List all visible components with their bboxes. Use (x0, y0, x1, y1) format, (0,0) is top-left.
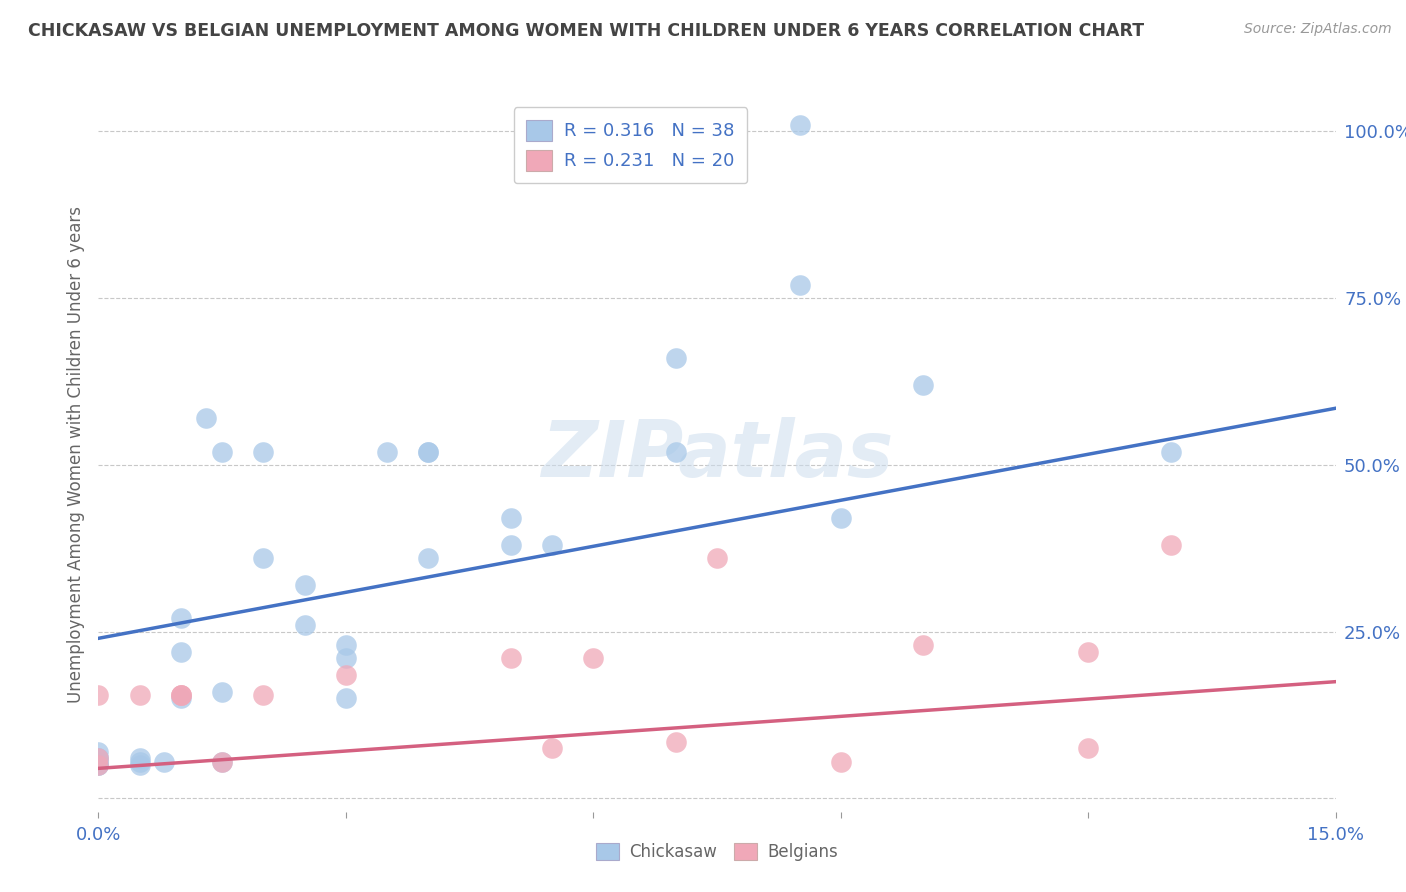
Text: CHICKASAW VS BELGIAN UNEMPLOYMENT AMONG WOMEN WITH CHILDREN UNDER 6 YEARS CORREL: CHICKASAW VS BELGIAN UNEMPLOYMENT AMONG … (28, 22, 1144, 40)
Point (789, 277, 811, 292)
Point (499, 511, 522, 525)
Point (1077, 645, 1099, 659)
Point (194, 411, 217, 425)
Point (335, 668, 357, 682)
Point (87, 688, 110, 702)
Point (830, 755, 852, 769)
Point (335, 691, 357, 706)
Point (912, 638, 935, 652)
Y-axis label: Unemployment Among Women with Children Under 6 years: Unemployment Among Women with Children U… (66, 206, 84, 704)
Point (1077, 741, 1099, 756)
Point (128, 758, 150, 772)
Point (418, 551, 440, 566)
Legend: Chickasaw, Belgians: Chickasaw, Belgians (589, 836, 845, 868)
Point (252, 444, 274, 458)
Text: Source: ZipAtlas.com: Source: ZipAtlas.com (1244, 22, 1392, 37)
Point (170, 645, 193, 659)
Point (294, 578, 316, 592)
Point (541, 538, 564, 552)
Point (335, 651, 357, 665)
Point (499, 538, 522, 552)
Point (789, 118, 811, 132)
Point (128, 755, 150, 769)
Point (335, 638, 357, 652)
Point (706, 551, 728, 566)
Point (128, 688, 150, 702)
Point (211, 684, 233, 698)
Point (153, 755, 176, 769)
Point (87, 758, 110, 772)
Point (294, 618, 316, 632)
Point (665, 734, 688, 748)
Point (1160, 444, 1182, 458)
Point (418, 444, 440, 458)
Point (418, 444, 440, 458)
Point (211, 755, 233, 769)
Point (170, 611, 193, 625)
Point (582, 651, 605, 665)
Point (375, 444, 398, 458)
Point (128, 751, 150, 765)
Point (170, 688, 193, 702)
Text: ZIPatlas: ZIPatlas (541, 417, 893, 493)
Point (252, 551, 274, 566)
Point (170, 688, 193, 702)
Point (665, 444, 688, 458)
Point (541, 741, 564, 756)
Point (252, 688, 274, 702)
Point (912, 377, 935, 392)
Point (87, 751, 110, 765)
Point (87, 758, 110, 772)
Point (499, 651, 522, 665)
Point (87, 758, 110, 772)
Point (87, 751, 110, 765)
Point (1160, 538, 1182, 552)
Point (665, 351, 688, 366)
Point (211, 755, 233, 769)
Point (170, 691, 193, 706)
Point (87, 745, 110, 759)
Point (170, 688, 193, 702)
Point (87, 751, 110, 765)
Point (87, 755, 110, 769)
Point (830, 511, 852, 525)
Point (211, 444, 233, 458)
